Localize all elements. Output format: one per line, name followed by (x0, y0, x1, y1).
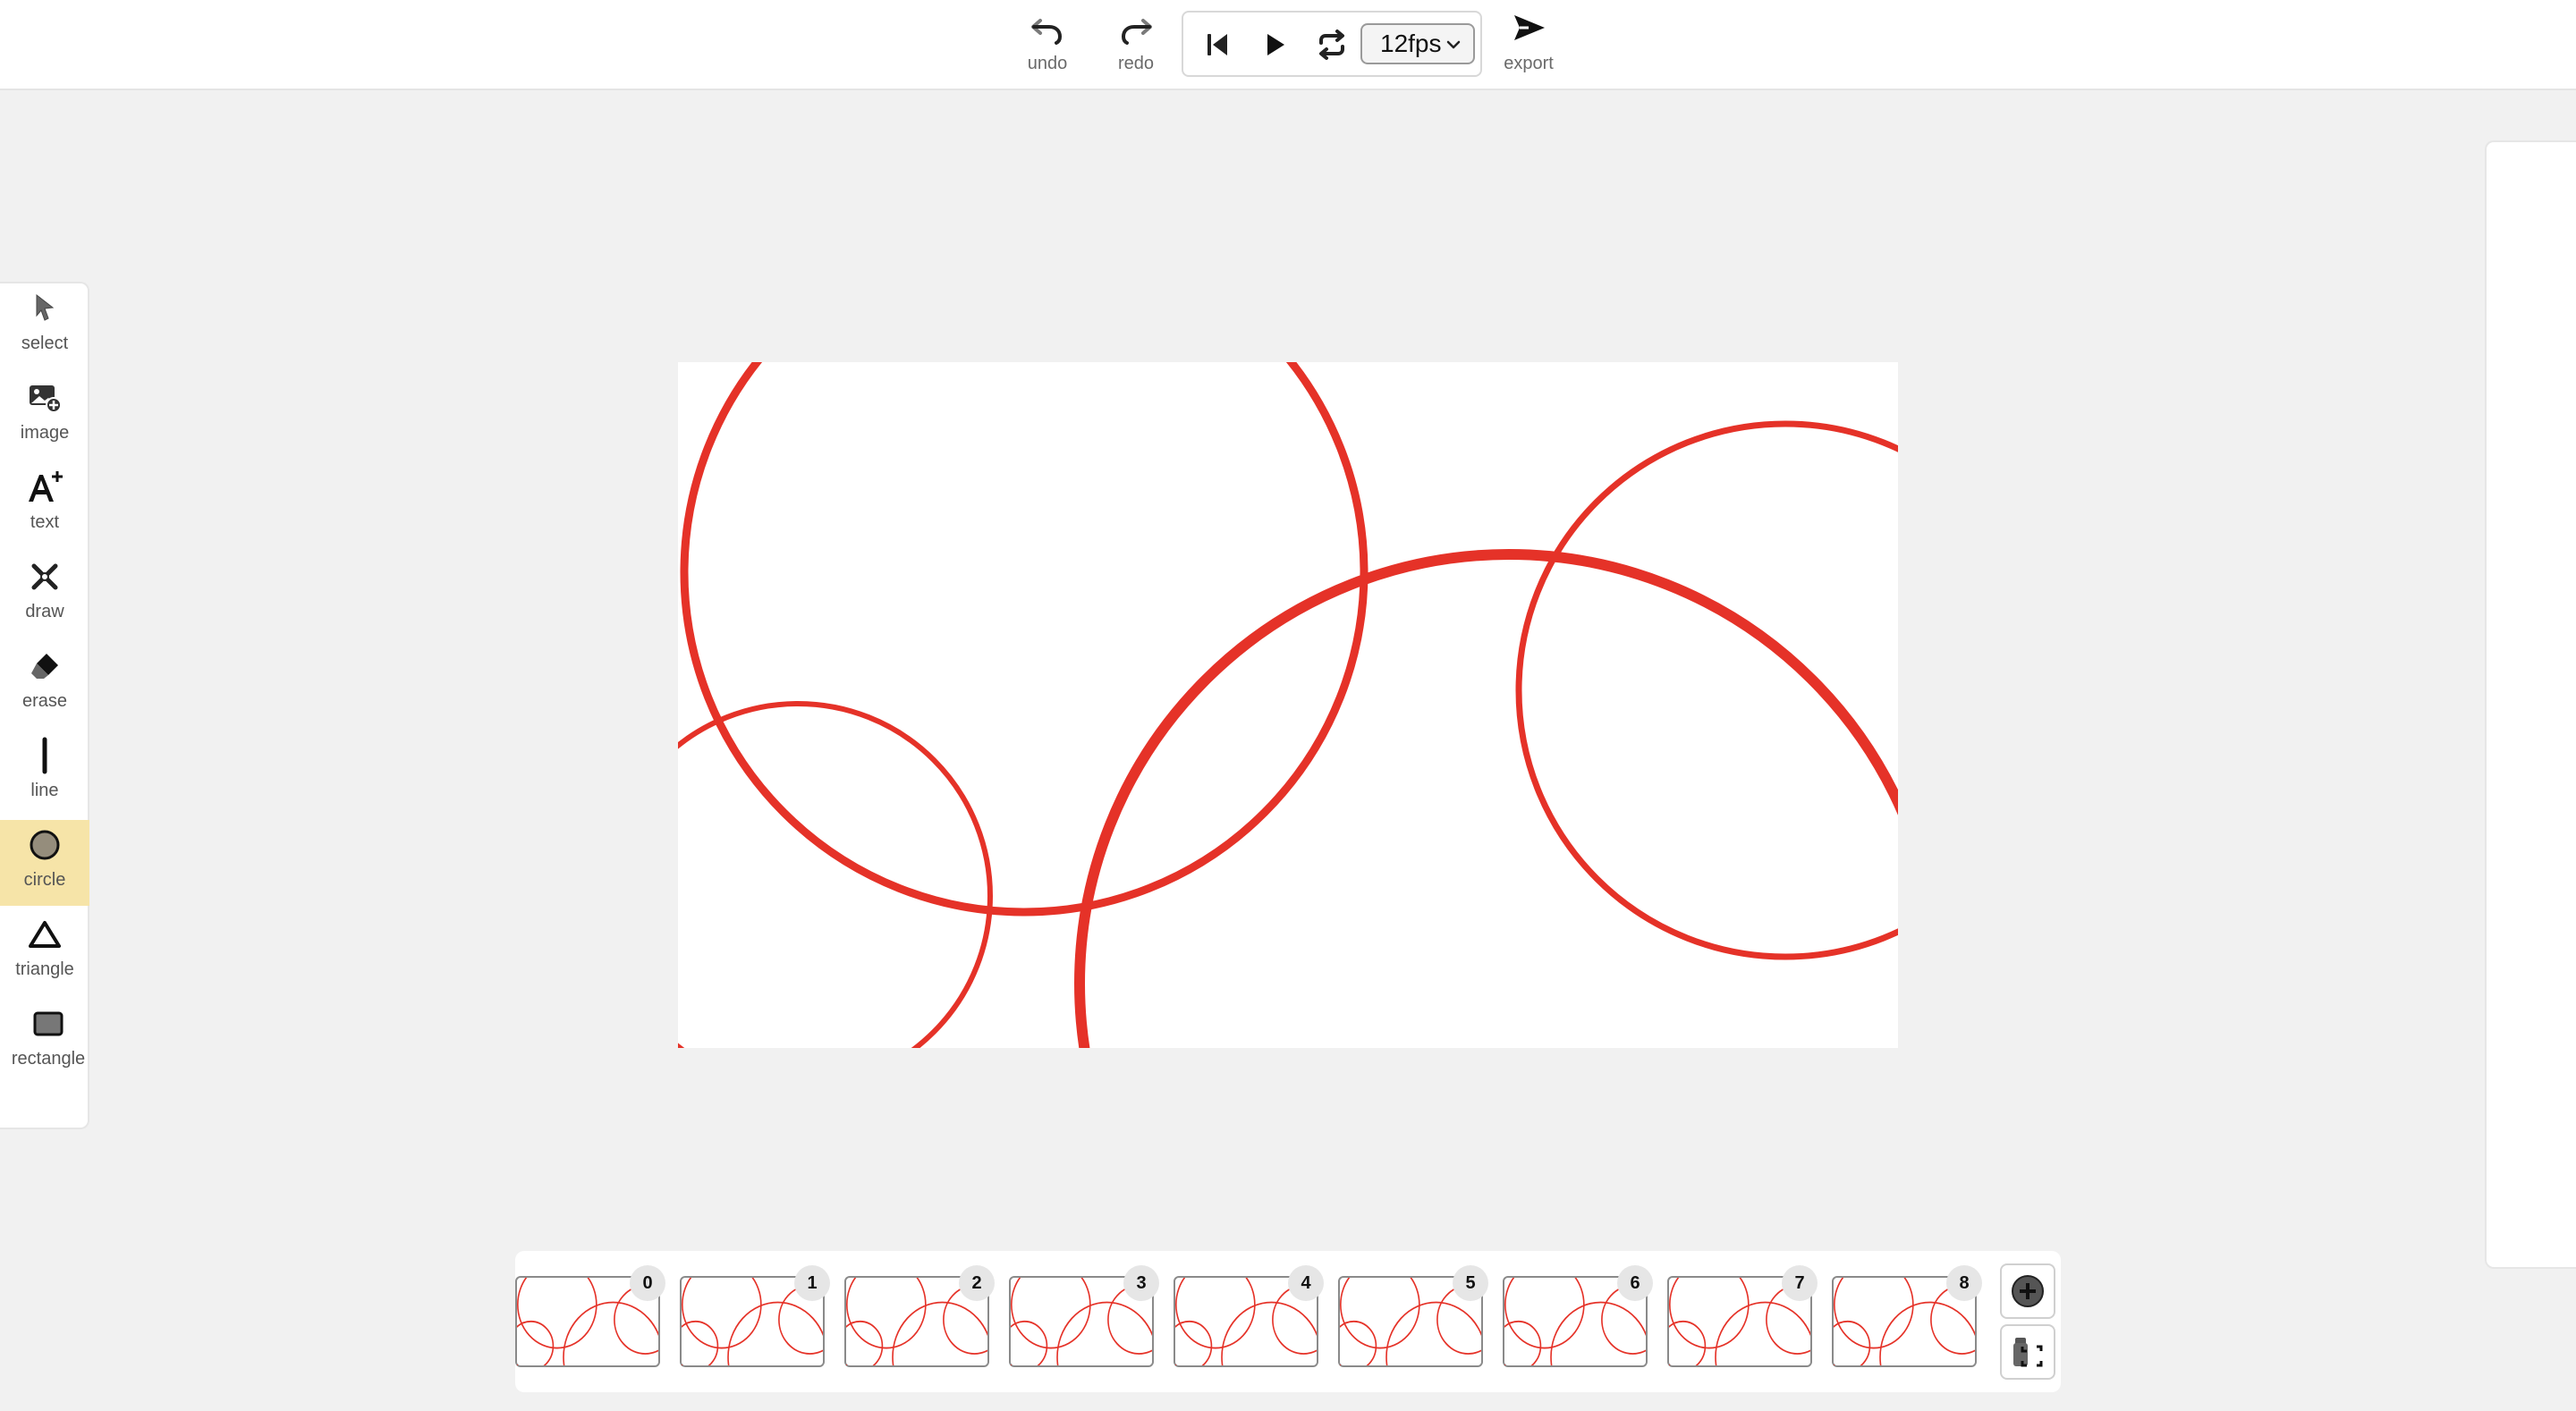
triangle-icon (0, 909, 89, 959)
tool-label: circle (23, 870, 66, 890)
frame-thumbnail[interactable]: 5 (1338, 1265, 1488, 1367)
tool-label: line (30, 781, 59, 800)
tool-line[interactable]: line (0, 731, 89, 816)
frame-thumbnail[interactable]: 1 (680, 1265, 830, 1367)
tool-select[interactable]: select (0, 283, 89, 369)
canvas-drawing (678, 362, 1898, 1048)
frame-preview (1669, 1278, 1810, 1365)
drawing-canvas[interactable] (678, 362, 1898, 1048)
eraser-icon (0, 641, 89, 691)
chevron-down-icon (1446, 40, 1461, 49)
frame-thumbnail[interactable]: 0 (515, 1265, 665, 1367)
frame-number: 6 (1617, 1265, 1653, 1301)
tool-label: image (20, 423, 70, 443)
frame-thumbnail[interactable]: 8 (1832, 1265, 1982, 1367)
frame-number: 0 (630, 1265, 665, 1301)
frame-timeline: 0 1 2 3 4 5 6 7 8 (515, 1251, 2061, 1392)
tool-draw[interactable]: draw (0, 552, 89, 638)
play-icon (1267, 34, 1284, 55)
loop-button[interactable] (1314, 27, 1350, 63)
skip-to-start-button[interactable] (1199, 27, 1235, 63)
frame-number: 5 (1453, 1265, 1488, 1301)
frame-number: 7 (1782, 1265, 1818, 1301)
text-add-icon (0, 462, 89, 512)
frame-thumbnail[interactable]: 4 (1174, 1265, 1324, 1367)
duplicate-frame-icon (2013, 1338, 2043, 1367)
frame-number: 8 (1946, 1265, 1982, 1301)
tool-circle[interactable]: circle (0, 820, 89, 906)
frame-thumbnail[interactable]: 7 (1667, 1265, 1818, 1367)
frame-thumbnail[interactable]: 3 (1009, 1265, 1159, 1367)
undo-label: undo (1027, 54, 1068, 73)
top-toolbar: undo redo 12fps export (0, 0, 2576, 90)
redo-icon (1118, 7, 1154, 52)
export-button[interactable]: export (1488, 7, 1569, 79)
add-frame-button[interactable] (2000, 1263, 2055, 1319)
frame-number: 1 (794, 1265, 830, 1301)
tool-text[interactable]: text (0, 462, 89, 548)
skip-to-start-icon (1208, 34, 1227, 55)
cursor-icon (0, 283, 89, 334)
canvas-circle (678, 701, 993, 1048)
frame-thumbnail[interactable]: 6 (1503, 1265, 1653, 1367)
duplicate-frame-button[interactable] (2000, 1324, 2055, 1380)
frame-number: 4 (1288, 1265, 1324, 1301)
frame-number: 2 (959, 1265, 995, 1301)
draw-icon (0, 552, 89, 602)
tool-label: draw (25, 602, 64, 621)
tool-rectangle[interactable]: rectangle (4, 999, 93, 1085)
fps-select[interactable]: 12fps (1360, 23, 1475, 64)
properties-panel (2485, 140, 2576, 1269)
tool-label: text (30, 512, 60, 532)
tool-image[interactable]: image (0, 373, 89, 459)
fps-value: 12fps (1380, 30, 1442, 57)
tool-triangle[interactable]: triangle (0, 909, 89, 995)
plus-circle-icon (2012, 1275, 2044, 1307)
tool-label: triangle (15, 959, 74, 979)
loop-icon (1319, 30, 1344, 60)
undo-button[interactable]: undo (1007, 7, 1088, 79)
tool-label: rectangle (11, 1049, 86, 1069)
circle-icon (0, 820, 89, 870)
play-button[interactable] (1257, 27, 1292, 63)
canvas-circle (1515, 420, 1898, 960)
send-icon (1511, 7, 1546, 52)
tools-panel: select image text draw erase line circ (0, 282, 89, 1129)
redo-button[interactable]: redo (1096, 7, 1176, 79)
redo-label: redo (1117, 54, 1155, 73)
rectangle-icon (4, 999, 93, 1049)
playback-controls: 12fps (1182, 11, 1482, 77)
tool-label: select (21, 334, 69, 353)
canvas-circle (1074, 549, 1898, 1048)
tool-label: erase (21, 691, 68, 711)
frame-number: 3 (1123, 1265, 1159, 1301)
undo-icon (1030, 7, 1065, 52)
tool-erase[interactable]: erase (0, 641, 89, 727)
frame-preview (846, 1278, 987, 1365)
canvas-circle (680, 362, 1368, 917)
line-icon (0, 731, 89, 781)
image-add-icon (0, 373, 89, 423)
export-label: export (1504, 54, 1554, 73)
frame-thumbnail[interactable]: 2 (844, 1265, 995, 1367)
